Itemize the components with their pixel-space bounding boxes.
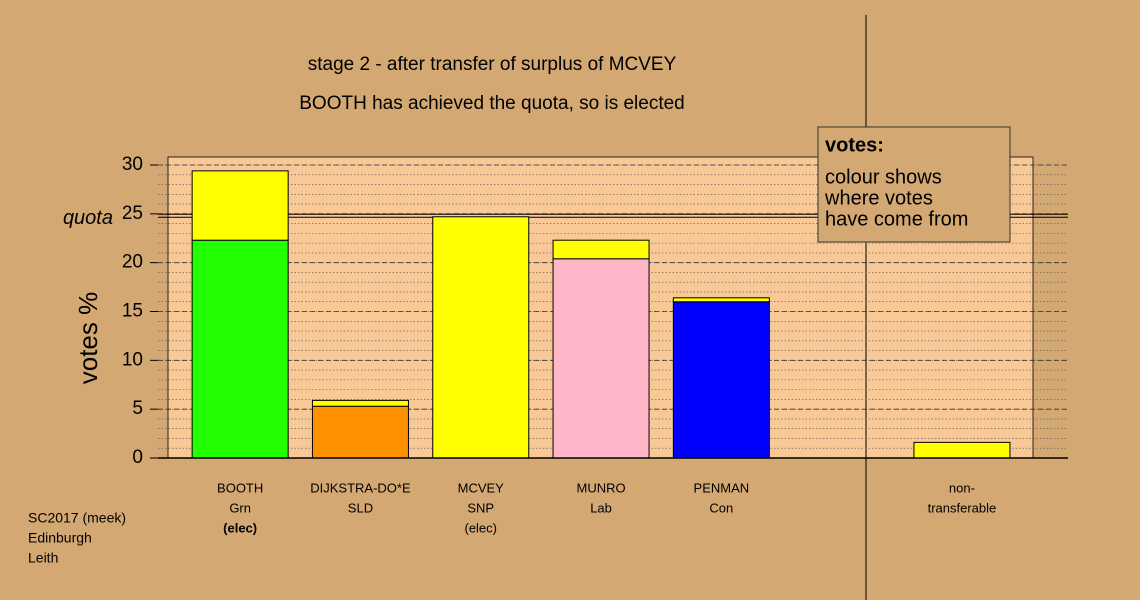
x-tick-label: DIJKSTRA-DO*E [310, 480, 411, 495]
x-tick-label: transferable [928, 500, 997, 515]
x-tick-label: BOOTH [217, 480, 263, 495]
y-tick-label: 30 [122, 154, 143, 175]
bar-segment [311, 399, 409, 407]
y-tick-label: 25 [122, 203, 143, 224]
footer-line: Edinburgh [28, 530, 92, 546]
bar-segment [552, 258, 650, 459]
bar-segment [432, 216, 530, 459]
x-tick-label: Lab [590, 500, 612, 515]
note-line: colour shows [825, 166, 942, 188]
x-tick-label: (elec) [223, 520, 257, 535]
note-line: have come from [825, 208, 968, 230]
note-title: votes: [825, 134, 884, 156]
y-tick-label: 15 [122, 301, 143, 322]
x-tick-label: MUNRO [576, 480, 625, 495]
x-tick-label: non- [949, 480, 975, 495]
bar-segment [552, 239, 650, 260]
bar-segment [672, 301, 770, 459]
x-tick-label: SNP [467, 500, 494, 515]
x-tick-label: Con [709, 500, 733, 515]
x-tick-label: PENMAN [694, 480, 750, 495]
x-tick-label: (elec) [464, 520, 497, 535]
chart-subtitle: BOOTH has achieved the quota, so is elec… [299, 93, 685, 114]
y-axis-label: votes % [73, 292, 103, 385]
footer-line: SC2017 (meek) [28, 510, 126, 526]
bar-segment [672, 297, 770, 303]
note-line: where votes [824, 187, 933, 209]
quota-label: quota [63, 207, 113, 229]
bar-segment [913, 441, 1011, 459]
y-tick-label: 20 [122, 252, 143, 273]
x-tick-label: SLD [348, 500, 373, 515]
y-tick-label: 5 [132, 398, 143, 419]
bar-segment [311, 405, 409, 459]
y-tick-label: 10 [122, 349, 143, 370]
bar-segment [191, 170, 289, 241]
note-box [817, 126, 1011, 243]
x-tick-label: MCVEY [458, 480, 505, 495]
x-tick-label: Grn [229, 500, 251, 515]
footer-line: Leith [28, 550, 58, 566]
chart-title: stage 2 - after transfer of surplus of M… [308, 54, 677, 75]
bar-segment [191, 239, 289, 459]
y-tick-label: 0 [132, 447, 143, 468]
